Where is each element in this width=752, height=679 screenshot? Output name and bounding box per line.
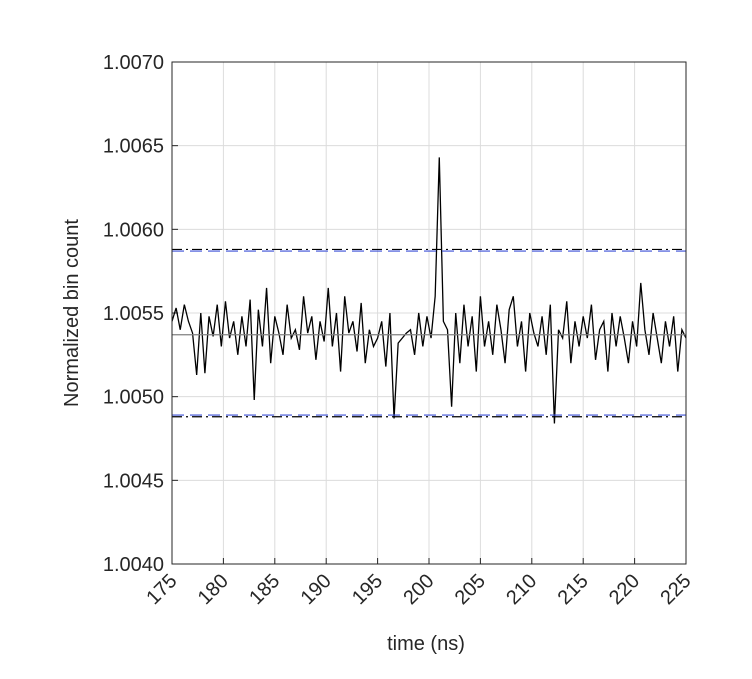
x-tick-label: 225 xyxy=(656,570,695,609)
x-tick-label: 215 xyxy=(554,570,593,609)
x-tick-label: 210 xyxy=(502,570,541,609)
line xyxy=(171,157,687,424)
x-axis-label: time (ns) xyxy=(387,633,465,655)
x-tick-label: 180 xyxy=(194,570,233,609)
x-tick-label: 190 xyxy=(297,570,336,609)
y-axis-label: Normalized bin count xyxy=(61,219,83,407)
y-tick-label: 1.0045 xyxy=(103,470,164,492)
plot-frame xyxy=(171,61,687,565)
x-tick-label: 185 xyxy=(245,570,284,609)
y-tick-label: 1.0055 xyxy=(103,303,164,325)
x-tick-label: 220 xyxy=(605,570,644,609)
y-tick-label: 1.0060 xyxy=(103,219,164,241)
x-tick-label: 200 xyxy=(399,570,438,609)
x-tick-label: 205 xyxy=(451,570,490,609)
x-tick-label: 195 xyxy=(348,570,387,609)
y-tick-label: 1.0070 xyxy=(103,52,164,74)
y-tick-label: 1.0050 xyxy=(103,387,164,409)
y-tick-label: 1.0065 xyxy=(103,136,164,158)
y-tick-label: 1.0040 xyxy=(103,554,164,576)
